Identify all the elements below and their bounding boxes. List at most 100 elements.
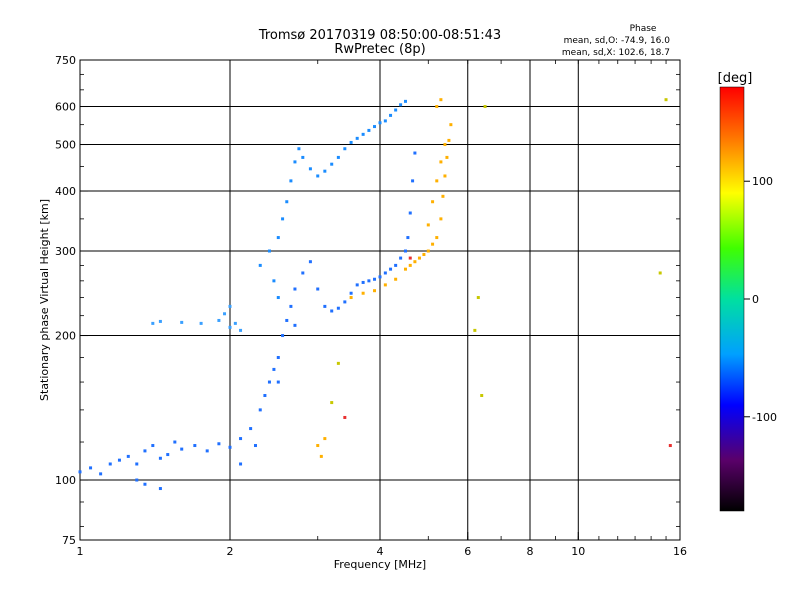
data-point	[228, 445, 232, 449]
data-point	[361, 132, 365, 136]
data-point	[403, 267, 407, 271]
colorbar-tick-label: -100	[752, 411, 777, 424]
data-point	[403, 249, 407, 253]
data-point	[441, 194, 445, 198]
data-point	[316, 444, 320, 448]
data-point	[272, 367, 276, 371]
data-point	[151, 321, 155, 325]
data-point	[272, 279, 276, 283]
data-point	[249, 427, 253, 431]
data-point	[476, 296, 480, 300]
data-point	[301, 271, 305, 275]
colorbar-tick-label: 0	[752, 293, 759, 306]
data-point	[343, 300, 347, 304]
data-point	[373, 277, 377, 281]
data-point	[431, 200, 435, 204]
data-point	[373, 289, 377, 293]
data-point	[361, 280, 365, 284]
data-point	[439, 217, 443, 221]
data-point	[399, 103, 403, 107]
y-tick-label: 750	[55, 54, 76, 67]
data-point	[173, 440, 177, 444]
y-tick-label: 500	[55, 139, 76, 152]
data-point	[228, 304, 232, 308]
chart-subtitle: RwPretec (8p)	[334, 42, 425, 57]
data-point	[166, 453, 170, 457]
x-tick-label: 1	[77, 545, 84, 558]
stats-line-o: mean, sd,O: -74.9, 16.0	[564, 36, 671, 46]
y-axis-label: Stationary phase Virtual Height [km]	[38, 199, 51, 401]
data-point	[367, 128, 371, 132]
data-point	[108, 462, 112, 466]
data-point	[217, 318, 221, 322]
data-point	[413, 151, 417, 155]
data-point	[135, 462, 139, 466]
data-point	[426, 249, 430, 253]
data-point	[285, 318, 289, 322]
data-point	[431, 242, 435, 246]
data-point	[411, 179, 415, 183]
data-point	[228, 325, 232, 329]
data-point	[143, 482, 147, 486]
data-point	[399, 256, 403, 260]
data-point	[439, 98, 443, 102]
data-series	[258, 99, 407, 300]
data-point	[99, 472, 103, 476]
data-point	[289, 304, 293, 308]
data-point	[389, 113, 393, 117]
data-point	[281, 217, 285, 221]
data-point	[426, 223, 430, 227]
data-point	[323, 169, 327, 173]
data-point	[408, 263, 412, 267]
data-point	[658, 271, 662, 275]
data-point	[297, 147, 301, 151]
data-point	[330, 162, 334, 166]
data-point	[253, 444, 257, 448]
data-point	[293, 160, 297, 164]
data-point	[355, 136, 359, 140]
data-point	[158, 456, 162, 460]
data-point	[373, 125, 377, 129]
data-point	[449, 123, 453, 127]
y-tick-label: 75	[62, 534, 76, 547]
data-point	[447, 138, 451, 142]
data-point	[289, 179, 293, 183]
data-point	[378, 121, 382, 125]
data-series	[151, 304, 243, 332]
data-point	[435, 236, 439, 240]
data-point	[336, 155, 340, 159]
colorbar-tick-label: 100	[752, 175, 773, 188]
data-point	[276, 236, 280, 240]
data-point	[258, 408, 262, 412]
data-point	[316, 174, 320, 178]
data-point	[158, 319, 162, 323]
x-axis-label: Frequency [MHz]	[334, 558, 426, 571]
data-point	[158, 487, 162, 491]
data-point	[394, 277, 398, 281]
x-tick-label: 4	[377, 545, 384, 558]
y-tick-label: 400	[55, 185, 76, 198]
data-point	[117, 458, 121, 462]
data-point	[355, 283, 359, 287]
data-point	[319, 454, 323, 458]
y-tick-label: 200	[55, 330, 76, 343]
data-point	[143, 449, 147, 453]
data-point	[239, 328, 243, 332]
axis-ticks: 1 2 4 6 8 10 16 75 100 200 300 400 500 600 750	[55, 54, 687, 558]
y-tick-label: 300	[55, 245, 76, 258]
data-point	[330, 309, 334, 313]
data-point	[267, 249, 271, 253]
data-point	[445, 155, 449, 159]
x-tick-label: 2	[227, 545, 234, 558]
data-point	[308, 167, 312, 171]
colorbar-label: [deg]	[718, 71, 753, 86]
data-point	[480, 394, 484, 398]
data-point	[180, 447, 184, 451]
data-point	[293, 323, 297, 327]
data-point	[233, 321, 237, 325]
data-point	[394, 263, 398, 267]
stats-heading: Phase	[630, 24, 657, 34]
data-point	[383, 283, 387, 287]
data-point	[349, 296, 353, 300]
data-point	[336, 306, 340, 310]
